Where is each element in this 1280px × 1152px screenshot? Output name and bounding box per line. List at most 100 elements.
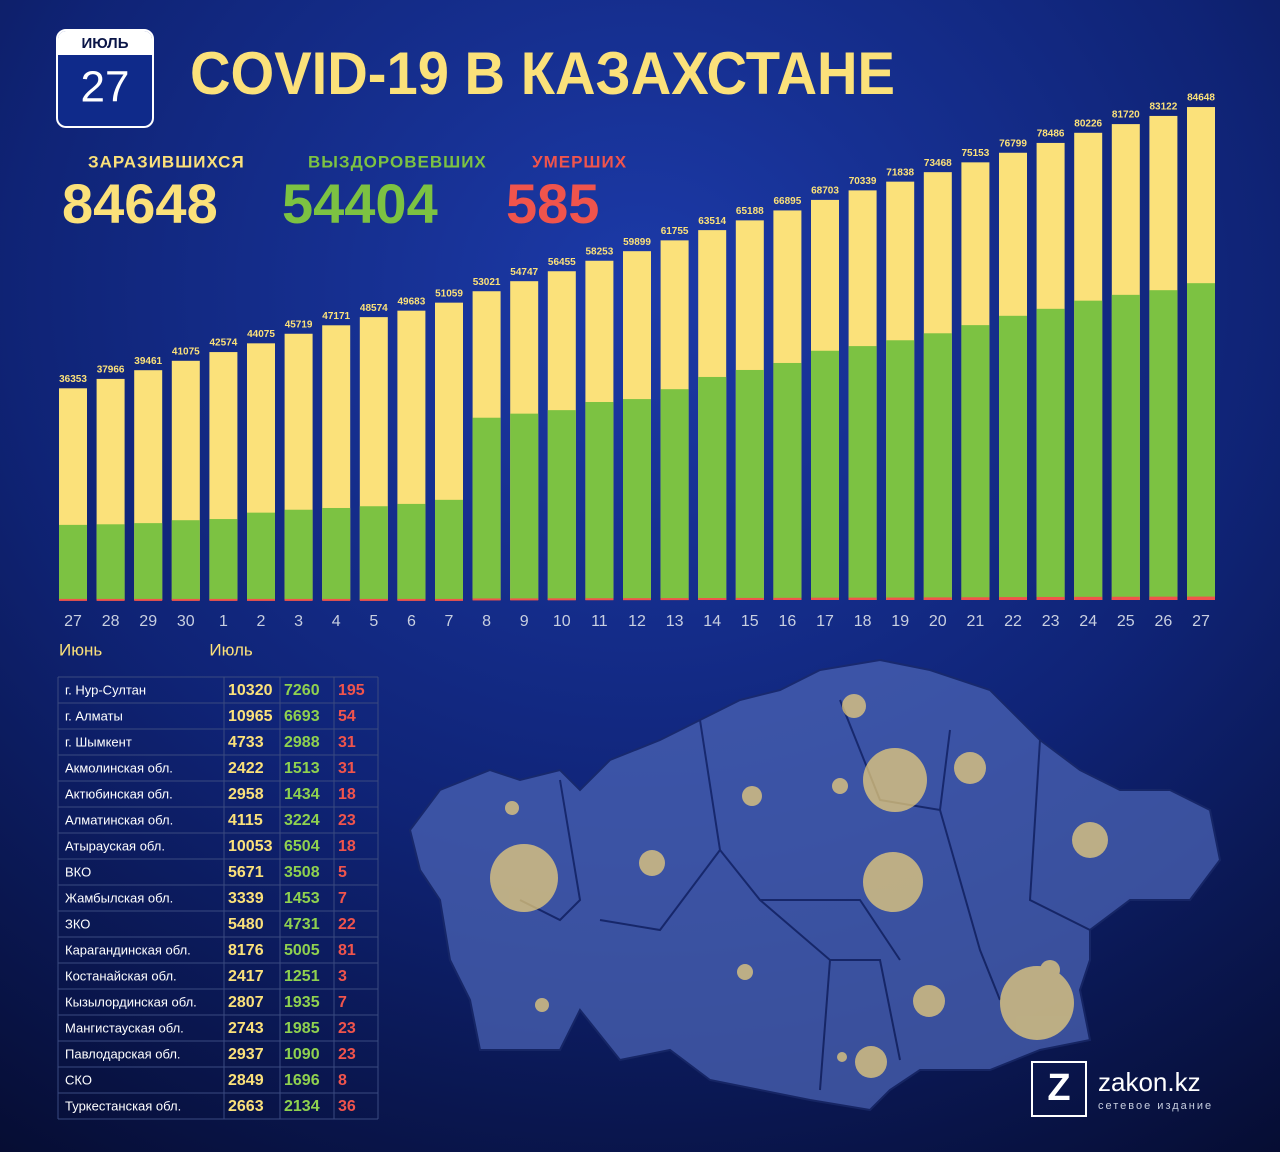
bar xyxy=(886,340,915,600)
value-label: 63514 xyxy=(698,216,726,227)
bar xyxy=(999,597,1027,600)
bar xyxy=(1187,596,1215,600)
table-cell: 18 xyxy=(338,838,356,855)
table-cell: 22 xyxy=(338,916,356,933)
table-cell: 2849 xyxy=(228,1072,264,1089)
x-tick-label: 27 xyxy=(1192,613,1210,630)
table-cell: ЗКО xyxy=(65,916,90,931)
table-cell: 81 xyxy=(338,942,356,959)
bar xyxy=(1111,294,1140,600)
table-cell: 3339 xyxy=(228,890,264,907)
bar xyxy=(1036,308,1065,600)
bar xyxy=(397,503,426,600)
bar xyxy=(472,417,501,600)
bar xyxy=(773,362,802,600)
bar xyxy=(247,512,275,600)
table-cell: 3224 xyxy=(284,812,320,829)
table-cell: 2134 xyxy=(284,1098,320,1115)
bar xyxy=(961,325,990,600)
value-label: 51059 xyxy=(435,288,463,299)
value-label: 61755 xyxy=(661,226,689,237)
month-label: Июль xyxy=(209,640,253,659)
x-tick-label: 3 xyxy=(294,613,303,630)
bar xyxy=(435,499,463,600)
table-cell: Павлодарская обл. xyxy=(65,1046,181,1061)
bar xyxy=(322,598,351,601)
x-tick-label: 26 xyxy=(1155,613,1173,630)
x-tick-label: 25 xyxy=(1117,613,1135,630)
table-cell: г. Шымкент xyxy=(65,734,132,749)
bar xyxy=(1036,596,1065,600)
bar xyxy=(435,598,463,601)
stat-label: ЗАРАЗИВШИХСЯ xyxy=(88,152,245,171)
table-cell: 1453 xyxy=(284,890,320,907)
table-cell: СКО xyxy=(65,1072,92,1087)
table-cell: 18 xyxy=(338,786,356,803)
x-tick-label: 19 xyxy=(891,613,909,630)
value-label: 49683 xyxy=(397,296,425,307)
bar xyxy=(134,523,163,600)
value-label: 75153 xyxy=(961,148,989,159)
stat-label: ВЫЗДОРОВЕВШИХ xyxy=(308,152,487,171)
value-label: 47171 xyxy=(322,311,350,322)
bar xyxy=(698,598,727,601)
bar xyxy=(848,346,877,600)
x-tick-label: 30 xyxy=(177,613,195,630)
bar xyxy=(886,597,915,600)
value-label: 54747 xyxy=(510,267,538,278)
x-tick-label: 29 xyxy=(139,613,157,630)
table-cell: г. Нур-Султан xyxy=(65,682,146,697)
x-tick-label: 4 xyxy=(332,613,341,630)
table-cell: 1434 xyxy=(284,786,320,803)
bar xyxy=(623,598,651,601)
table-cell: 6693 xyxy=(284,708,320,725)
table-cell: 1090 xyxy=(284,1046,320,1063)
table-cell: 10053 xyxy=(228,838,273,855)
stat-value: 585 xyxy=(506,172,599,235)
table-cell: 2988 xyxy=(284,734,320,751)
table-cell: 5005 xyxy=(284,942,320,959)
table-cell: 3508 xyxy=(284,864,320,881)
value-label: 73468 xyxy=(924,158,952,169)
table-cell: 2743 xyxy=(228,1020,264,1037)
value-label: 59899 xyxy=(623,237,651,248)
bar xyxy=(585,402,614,600)
table-cell: Акмолинская обл. xyxy=(65,760,173,775)
table-cell: 5 xyxy=(338,864,347,881)
table-cell: 1985 xyxy=(284,1020,320,1037)
bar xyxy=(284,598,313,601)
value-label: 36353 xyxy=(59,374,87,385)
bar xyxy=(59,524,87,600)
value-label: 41075 xyxy=(172,346,200,357)
table-cell: 23 xyxy=(338,1046,356,1063)
table-cell: Туркестанская обл. xyxy=(65,1098,181,1113)
value-label: 76799 xyxy=(999,138,1027,149)
value-label: 37966 xyxy=(97,365,125,376)
value-label: 56455 xyxy=(548,257,576,268)
x-tick-label: 13 xyxy=(666,613,684,630)
bar xyxy=(96,524,125,600)
stat-label: УМЕРШИХ xyxy=(532,152,627,171)
table-cell: 195 xyxy=(338,682,365,699)
bar xyxy=(359,506,388,600)
bar xyxy=(1111,596,1140,600)
table-cell: 2417 xyxy=(228,968,264,985)
table-cell: 7 xyxy=(338,890,347,907)
bar xyxy=(359,598,388,601)
bar xyxy=(247,598,275,601)
x-tick-label: 27 xyxy=(64,613,82,630)
x-tick-label: 22 xyxy=(1004,613,1022,630)
x-tick-label: 12 xyxy=(628,613,646,630)
value-label: 39461 xyxy=(134,356,162,367)
logo-box xyxy=(1031,1061,1087,1117)
bar xyxy=(735,369,764,600)
value-label: 68703 xyxy=(811,186,839,197)
value-label: 81720 xyxy=(1112,110,1140,121)
table-cell: 7 xyxy=(338,994,347,1011)
table-cell: 36 xyxy=(338,1098,356,1115)
bar xyxy=(209,519,238,600)
value-label: 65188 xyxy=(736,206,764,217)
value-label: 45719 xyxy=(285,319,313,330)
bar xyxy=(397,598,426,601)
x-tick-label: 15 xyxy=(741,613,759,630)
